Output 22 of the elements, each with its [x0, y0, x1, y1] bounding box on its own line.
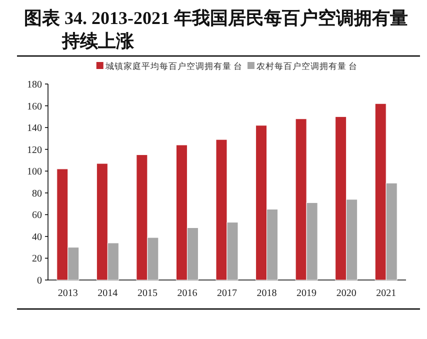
- y-tick-label: 20: [32, 254, 42, 265]
- x-tick-label: 2017: [217, 288, 237, 299]
- x-tick-label: 2015: [137, 288, 158, 299]
- y-tick-label: 80: [32, 188, 42, 200]
- x-tick-label: 2019: [296, 288, 317, 299]
- x-tick-label: 2020: [336, 288, 356, 299]
- x-tick-label: 2014: [98, 288, 118, 299]
- y-tick-label: 120: [27, 144, 42, 156]
- legend-label: 农村每百户空调拥有量 台: [256, 61, 358, 71]
- x-tick-label: 2016: [177, 288, 198, 299]
- y-tick-label: 60: [32, 210, 42, 222]
- x-tick-label: 2013: [58, 288, 78, 299]
- x-tick-label: 2018: [256, 288, 277, 299]
- y-tick-label: 0: [37, 276, 42, 286]
- y-tick-label: 40: [32, 232, 42, 243]
- title: 图表 34. 2013-2021 年我国居民每百户空调拥有量持续上涨: [24, 8, 408, 51]
- y-tick-label: 160: [27, 101, 42, 112]
- y-tick-label: 140: [27, 123, 42, 134]
- x-tick-label: 2021: [376, 288, 396, 299]
- legend-label: 城镇家庭平均每百户空调拥有量 台: [104, 61, 242, 71]
- y-tick-label: 180: [27, 80, 42, 90]
- y-tick-label: 100: [27, 166, 42, 178]
